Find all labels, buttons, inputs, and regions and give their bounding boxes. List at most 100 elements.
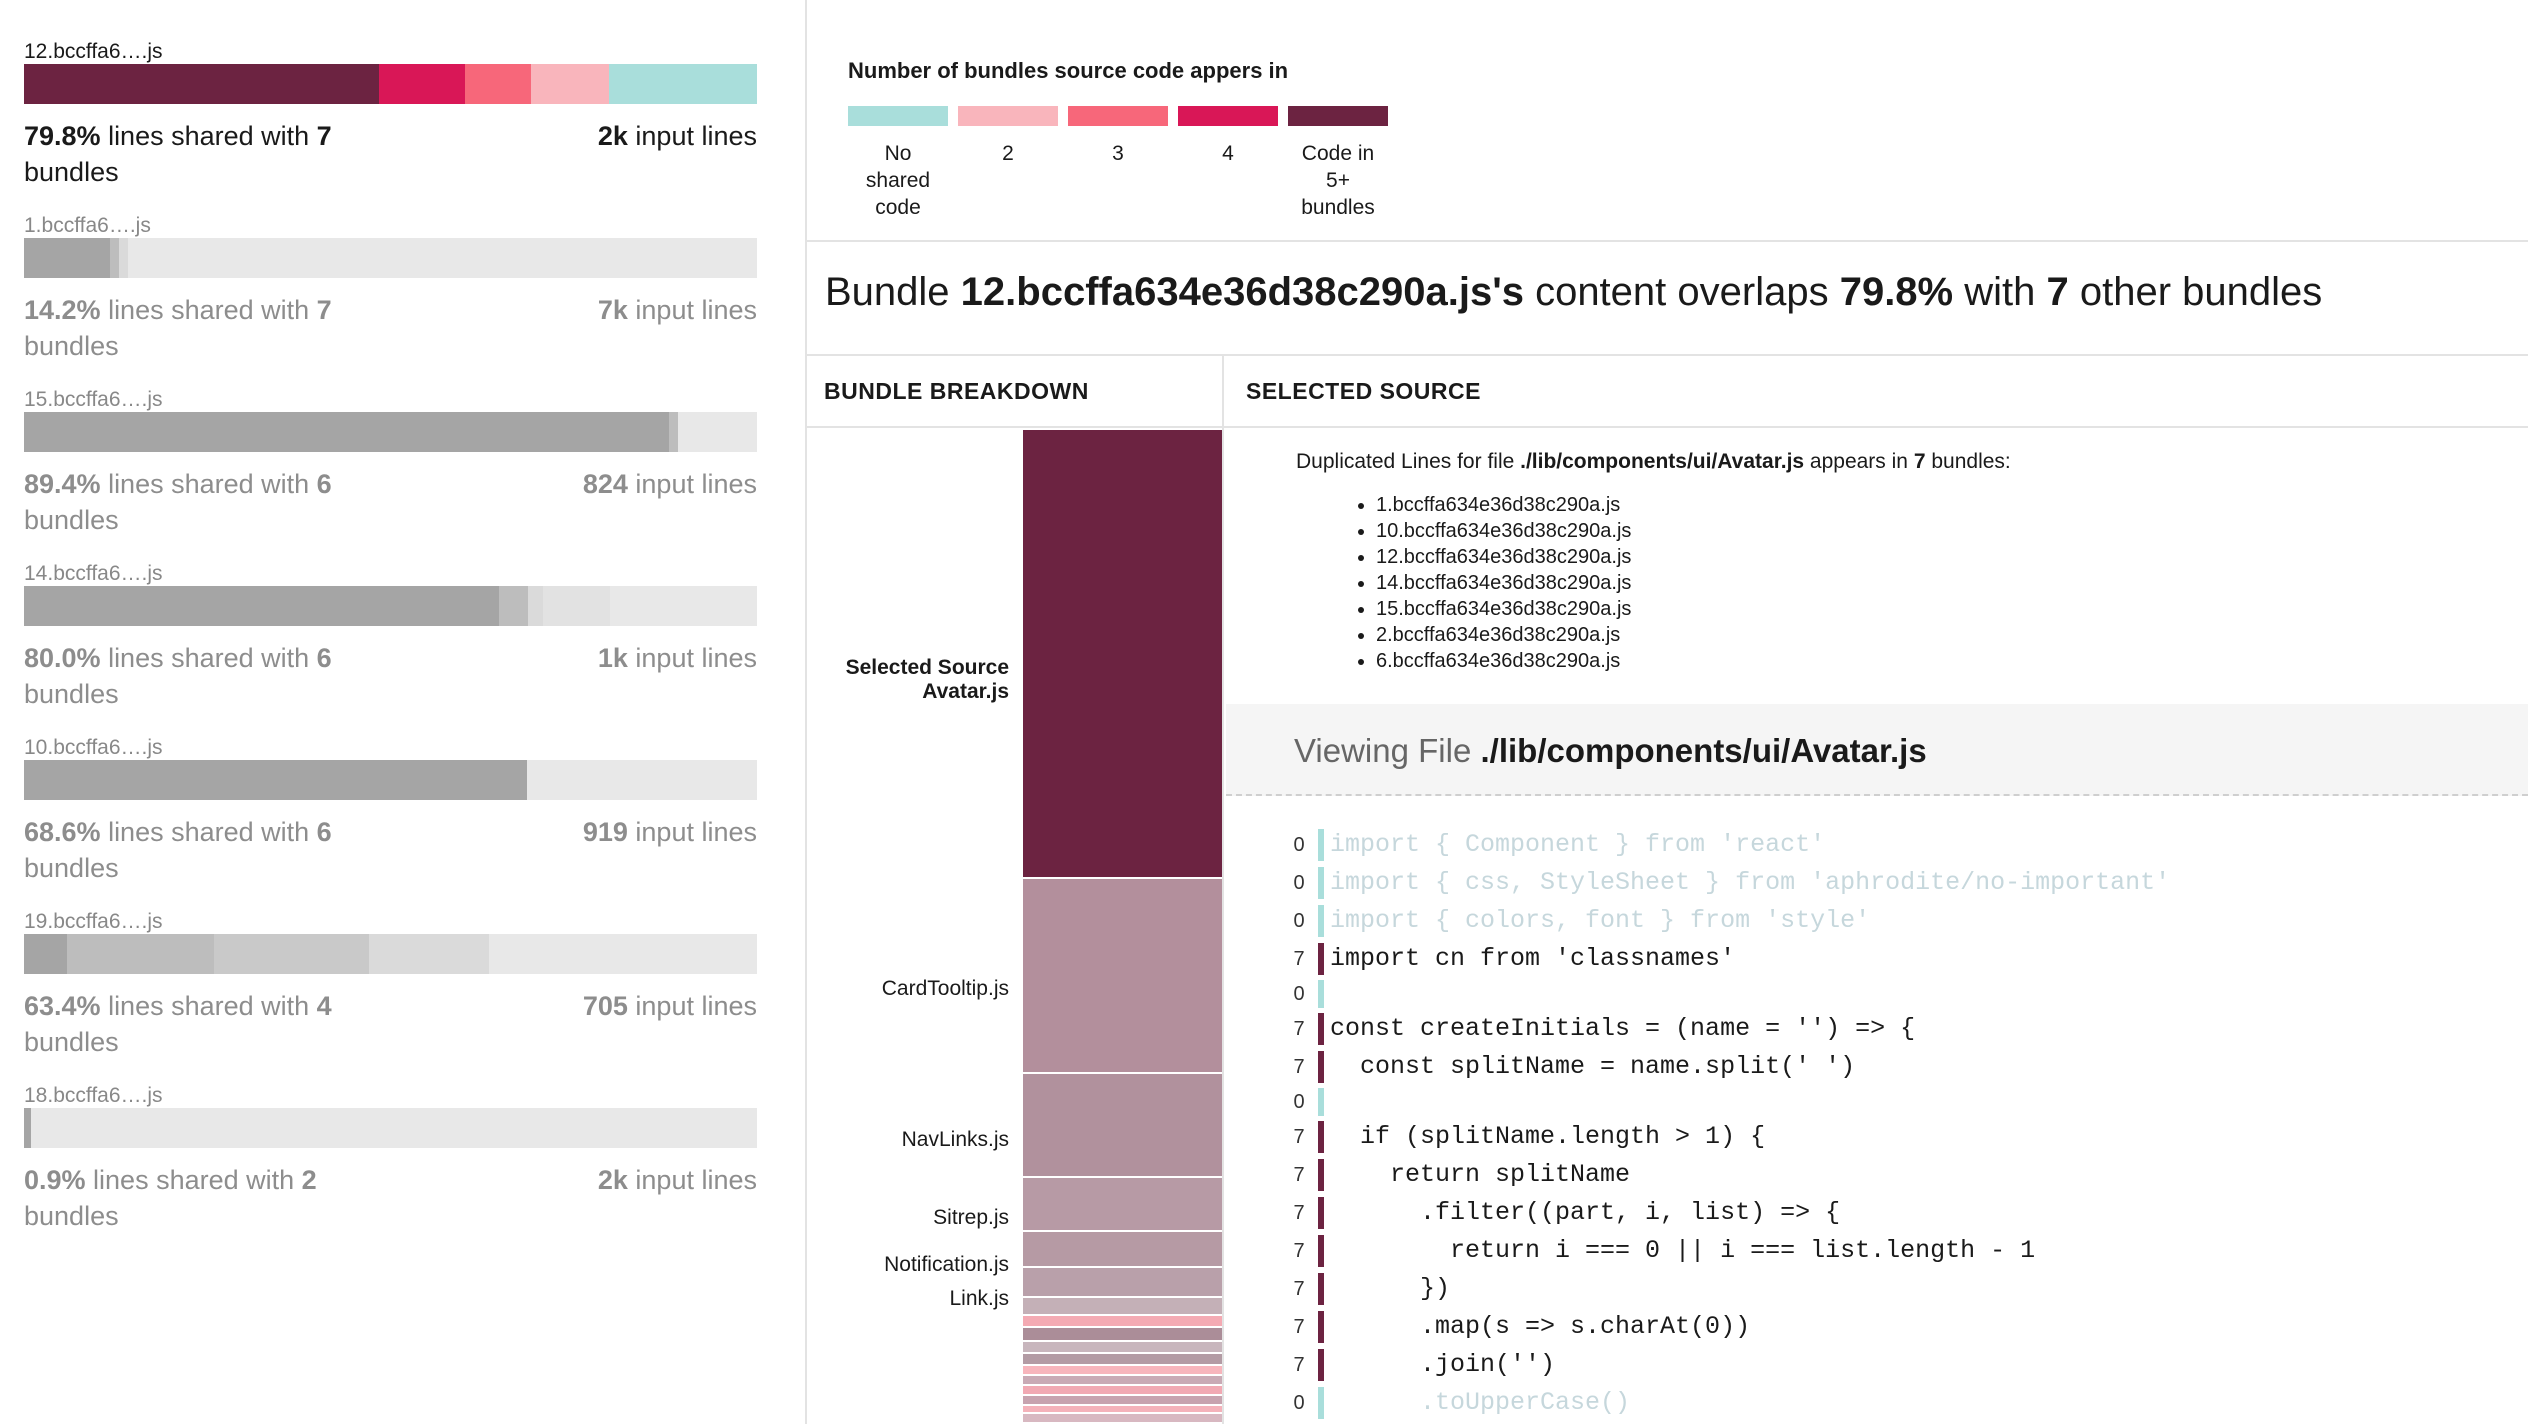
line-share-marker xyxy=(1318,1051,1324,1083)
bundle-stat: 80.0% lines shared with 6 bundles xyxy=(24,640,384,712)
bundle-item[interactable]: 12.bccffa6….js 79.8% lines shared with 7 b… xyxy=(24,40,757,190)
bundle-bar xyxy=(24,1108,757,1148)
stat-text: lines shared with xyxy=(100,469,317,499)
bundle-input-lines: 2k input lines xyxy=(598,118,757,154)
legend-item: No shared code xyxy=(848,106,948,221)
divider xyxy=(807,354,2528,356)
input-lines-label: input lines xyxy=(627,643,757,673)
shared-count: 6 xyxy=(316,643,332,673)
breakdown-block[interactable] xyxy=(1023,1178,1222,1232)
breakdown-block[interactable] xyxy=(1023,1414,1222,1424)
breakdown-block[interactable] xyxy=(1023,1232,1222,1268)
breakdown-label-cardtooltip[interactable]: CardTooltip.js xyxy=(881,977,1009,1000)
breakdown-label-link[interactable]: Link.js xyxy=(949,1287,1009,1310)
code-line: 7 if (splitName.length > 1) { xyxy=(1290,1118,2528,1156)
selected-source-label[interactable]: Selected Source Avatar.js xyxy=(846,656,1009,704)
overlap-summary: Bundle 12.bccffa634e36d38c290a.js's cont… xyxy=(825,270,2322,315)
input-lines-count: 1k xyxy=(597,643,628,673)
breakdown-block[interactable] xyxy=(1023,1328,1222,1342)
breakdown-block[interactable] xyxy=(1023,1406,1222,1414)
dup-intro-suffix: bundles: xyxy=(1925,450,2011,473)
selected-source-header: SELECTED SOURCE xyxy=(1224,356,2528,428)
breakdown-block[interactable] xyxy=(1023,1376,1222,1386)
legend-item: Code in 5+ bundles xyxy=(1288,106,1388,221)
line-share-count: 7 xyxy=(1293,1126,1305,1148)
breakdown-block[interactable] xyxy=(1023,1354,1222,1366)
legend-item: 3 xyxy=(1068,106,1168,221)
bundle-item[interactable]: 1.bccffa6….js 14.2% lines shared with 7 bu… xyxy=(24,214,757,364)
shared-count: 7 xyxy=(316,121,332,151)
dup-intro-file: ./lib/components/ui/Avatar.js xyxy=(1520,450,1805,473)
stat-text: lines shared with xyxy=(100,121,317,151)
bundle-item[interactable]: 18.bccffa6….js 0.9% lines shared with 2 bu… xyxy=(24,1084,757,1234)
breakdown-block[interactable] xyxy=(1023,1396,1222,1406)
breakdown-block[interactable] xyxy=(1023,1316,1222,1328)
line-share-count: 7 xyxy=(1293,1354,1305,1376)
shared-count: 7 xyxy=(316,295,332,325)
input-lines-count: 2k xyxy=(597,121,628,151)
breakdown-block[interactable] xyxy=(1023,1386,1222,1396)
shared-count: 2 xyxy=(301,1165,317,1195)
duplicate-bundle-list: 1.bccffa634e36d38c290a.js10.bccffa634e36… xyxy=(1296,492,2446,674)
bundle-bar xyxy=(24,760,757,800)
line-share-count: 7 xyxy=(1293,948,1305,970)
line-share-count: 0 xyxy=(1293,910,1305,932)
line-share-marker xyxy=(1318,1159,1324,1191)
dup-intro-prefix: Duplicated Lines for file xyxy=(1296,450,1521,473)
bundle-item[interactable]: 15.bccffa6….js 89.4% lines shared with 6 b… xyxy=(24,388,757,538)
code-line: 7 const splitName = name.split(' ') xyxy=(1290,1048,2528,1086)
bundle-input-lines: 1k input lines xyxy=(598,640,757,676)
breakdown-block[interactable] xyxy=(1023,430,1222,879)
bundle-input-lines: 2k input lines xyxy=(598,1162,757,1198)
breakdown-label-sitrep[interactable]: Sitrep.js xyxy=(933,1206,1009,1229)
bundle-stat: 68.6% lines shared with 6 bundles xyxy=(24,814,384,886)
bundle-item[interactable]: 14.bccffa6….js 80.0% lines shared with 6 b… xyxy=(24,562,757,712)
bundle-breakdown-header: BUNDLE BREAKDOWN xyxy=(807,356,1224,428)
duplicate-bundle-item: 10.bccffa634e36d38c290a.js xyxy=(1376,518,2446,544)
bundle-name: 14.bccffa6….js xyxy=(24,562,163,585)
bundle-bar-segment xyxy=(24,760,527,800)
breakdown-label-navlinks[interactable]: NavLinks.js xyxy=(901,1128,1009,1151)
code-line: 0 .toUpperCase() xyxy=(1290,1384,2528,1422)
bundle-stat: 89.4% lines shared with 6 bundles xyxy=(24,466,384,538)
code-text: import { css, StyleSheet } from 'aphrodi… xyxy=(1330,868,2171,897)
legend-swatch xyxy=(1068,106,1168,126)
stat-text: bundles xyxy=(24,1201,119,1231)
line-share-marker xyxy=(1318,905,1324,937)
breakdown-block[interactable] xyxy=(1023,1366,1222,1376)
code-line: 0 import { css, StyleSheet } from 'aphrod… xyxy=(1290,864,2528,902)
bundle-name: 1.bccffa6….js xyxy=(24,214,151,237)
line-share-count: 0 xyxy=(1293,1091,1305,1113)
bundle-bar-segment xyxy=(214,934,369,974)
bundle-bar xyxy=(24,238,757,278)
breakdown-block[interactable] xyxy=(1023,879,1222,1074)
bundle-bar-segment xyxy=(610,586,757,626)
shared-percent: 0.9% xyxy=(24,1165,86,1195)
bundle-item[interactable]: 19.bccffa6….js 63.4% lines shared with 4 b… xyxy=(24,910,757,1060)
code-text: .join('') xyxy=(1330,1350,1556,1379)
shared-count: 4 xyxy=(316,991,332,1021)
selected-source-file: Avatar.js xyxy=(922,680,1009,703)
duplicate-bundle-item: 15.bccffa634e36d38c290a.js xyxy=(1376,596,2446,622)
breakdown-label-notification[interactable]: Notification.js xyxy=(884,1253,1009,1276)
input-lines-label: input lines xyxy=(627,1165,757,1195)
line-share-count: 7 xyxy=(1293,1278,1305,1300)
input-lines-label: input lines xyxy=(627,469,757,499)
stat-text: lines shared with xyxy=(100,817,317,847)
shared-percent: 14.2% xyxy=(24,295,101,325)
code-text: return i === 0 || i === list.length - 1 xyxy=(1330,1236,2036,1265)
viewing-file-bar: Viewing File ./lib/components/ui/Avatar.… xyxy=(1226,704,2528,796)
legend-label: 2 xyxy=(1002,142,1014,165)
line-share-count: 0 xyxy=(1293,872,1305,894)
shared-percent: 63.4% xyxy=(24,991,101,1021)
breakdown-block[interactable] xyxy=(1023,1074,1222,1178)
bundle-input-lines: 919 input lines xyxy=(583,814,757,850)
breakdown-block[interactable] xyxy=(1023,1298,1222,1316)
breakdown-block[interactable] xyxy=(1023,1342,1222,1354)
breakdown-block[interactable] xyxy=(1023,1268,1222,1298)
line-share-marker xyxy=(1318,943,1324,975)
dup-intro-mid: appears in xyxy=(1804,450,1914,473)
code-line: 0 xyxy=(1290,1086,2528,1118)
bundle-item[interactable]: 10.bccffa6….js 68.6% lines shared with 6 b… xyxy=(24,736,757,886)
code-text: if (splitName.length > 1) { xyxy=(1330,1122,1766,1151)
